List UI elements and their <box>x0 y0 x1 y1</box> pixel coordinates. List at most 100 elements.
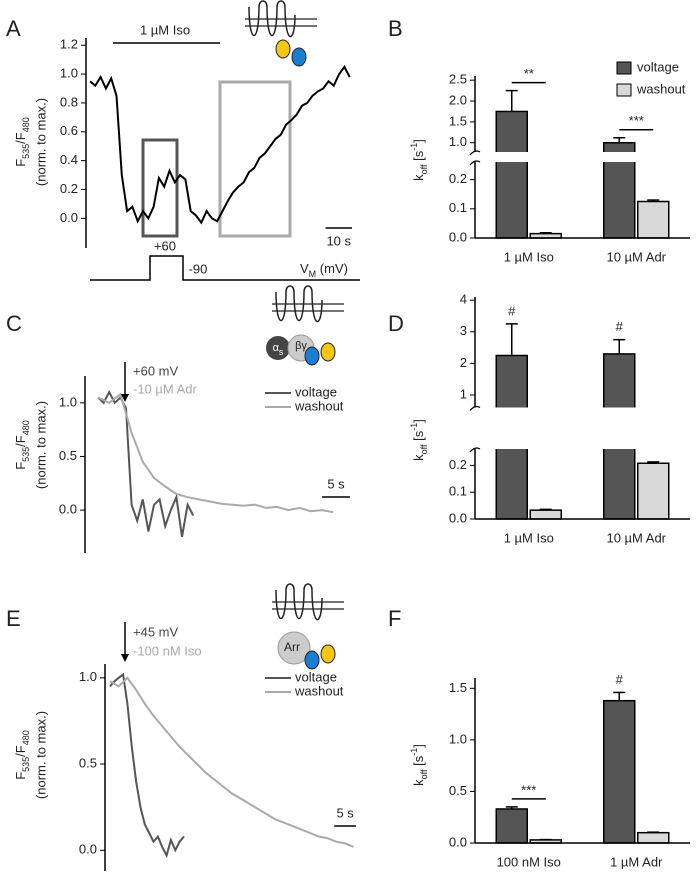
y-axis-label: F535/F480 <box>13 117 31 167</box>
y-tick-label: 0.2 <box>60 181 78 196</box>
break-mark <box>469 405 481 411</box>
y-axis-label: koff [s-1] <box>409 139 429 181</box>
x-tick-label: 100 nM Iso <box>497 854 561 869</box>
label-part: 480 <box>21 420 31 435</box>
legend-label: washout <box>636 81 686 96</box>
label-part: ] <box>411 744 426 748</box>
y-tick-label: 0.0 <box>59 502 77 517</box>
y-tick-label: 0.1 <box>449 200 467 215</box>
y-tick-label: 3 <box>460 323 467 338</box>
y-tick-label: 1 <box>460 386 467 401</box>
y-tick-label: 0.4 <box>60 152 78 167</box>
g-alpha <box>266 336 290 360</box>
highlight-box <box>141 138 179 238</box>
label-part: α <box>273 342 280 354</box>
y-axis-label: (norm. to max.) <box>33 401 48 489</box>
arrow-head <box>121 394 129 402</box>
y-axis-label: (norm. to max.) <box>33 98 48 186</box>
y-tick-label: 1.5 <box>449 680 467 695</box>
label-part: k <box>411 454 426 461</box>
y-tick-label: 2.5 <box>449 72 467 87</box>
label-part: -1 <box>409 143 419 151</box>
y-tick-label: 0.0 <box>60 210 78 225</box>
bar <box>495 808 528 844</box>
x-tick-label: 1 µM Iso <box>504 249 554 264</box>
fluorophore <box>320 342 336 362</box>
receptor <box>275 285 323 323</box>
label-part: 535 <box>21 757 31 772</box>
trace <box>109 676 354 848</box>
panel-label: B <box>388 16 403 41</box>
label-part: F <box>13 159 28 167</box>
label-part: [s <box>411 150 426 164</box>
legend-label: washout <box>294 398 344 413</box>
legend-swatch <box>616 83 632 97</box>
break-mark <box>469 447 481 453</box>
label-part: off <box>419 444 429 454</box>
trace <box>109 672 185 859</box>
label-part: ] <box>411 419 426 423</box>
fluorophore <box>320 644 336 664</box>
fluorophore <box>291 47 307 67</box>
label-part: 535 <box>21 144 31 159</box>
bar <box>637 831 670 844</box>
y-tick-label: 1.0 <box>79 669 97 684</box>
y-tick-label: 1.0 <box>59 394 77 409</box>
y-axis-label: koff [s-1] <box>409 744 429 786</box>
panel-label: A <box>6 16 21 41</box>
y-tick-label: 1.5 <box>449 113 467 128</box>
y-axis-label: koff [s-1] <box>409 419 429 461</box>
panel-label: D <box>388 311 404 336</box>
bar <box>637 462 670 520</box>
scale-bar-label: 10 s <box>326 233 351 248</box>
y-tick-label: 0.5 <box>449 783 467 798</box>
fluorophore <box>275 39 291 59</box>
label-part: ] <box>411 139 426 143</box>
break-mark <box>469 160 481 166</box>
significance-label: # <box>616 319 624 334</box>
significance-label: *** <box>629 113 644 128</box>
axis-break <box>465 152 692 162</box>
protocol-label: VM (mV) <box>300 261 348 279</box>
x-tick-label: 10 µM Adr <box>606 530 666 545</box>
label-part: k <box>411 174 426 181</box>
y-tick-label: 1.0 <box>449 731 467 746</box>
y-tick-label: 1.2 <box>60 37 78 52</box>
panel-label: F <box>388 606 401 631</box>
panel-label: E <box>6 606 21 631</box>
label-part: /F <box>13 132 28 144</box>
label-part: [s <box>411 755 426 769</box>
bar <box>603 699 636 844</box>
legend-label: voltage <box>295 384 337 399</box>
receptor <box>248 0 296 38</box>
arrestin <box>277 631 311 665</box>
y-tick-label: 1.0 <box>449 134 467 149</box>
label-part: 535 <box>21 447 31 462</box>
y-axis-label: (norm. to max.) <box>33 711 48 799</box>
y-tick-label: 1.0 <box>60 66 78 81</box>
significance-label: # <box>508 303 516 318</box>
receptor <box>275 583 323 621</box>
panel-label: C <box>6 311 22 336</box>
annotation: -90 <box>189 261 208 276</box>
label-part: off <box>419 164 429 174</box>
label-part: 480 <box>21 117 31 132</box>
label-part: V <box>300 261 309 276</box>
y-tick-label: 0.0 <box>79 842 97 857</box>
icon-label: Arr <box>284 640 300 654</box>
legend-label: voltage <box>637 59 679 74</box>
legend-label: washout <box>294 683 344 698</box>
annotation: +60 <box>154 238 176 253</box>
label-part: s <box>279 347 284 357</box>
significance-label: ** <box>524 66 534 81</box>
bar <box>529 509 562 520</box>
y-tick-label: 0.0 <box>449 510 467 525</box>
scale-bar-label: 5 s <box>336 805 354 820</box>
fluorophore <box>304 650 320 670</box>
trace <box>89 65 351 225</box>
x-tick-label: 1 µM Adr <box>610 854 663 869</box>
trace <box>97 392 334 514</box>
fluorophore <box>304 346 320 366</box>
highlight-box <box>218 80 292 238</box>
arrow-head <box>121 654 129 662</box>
